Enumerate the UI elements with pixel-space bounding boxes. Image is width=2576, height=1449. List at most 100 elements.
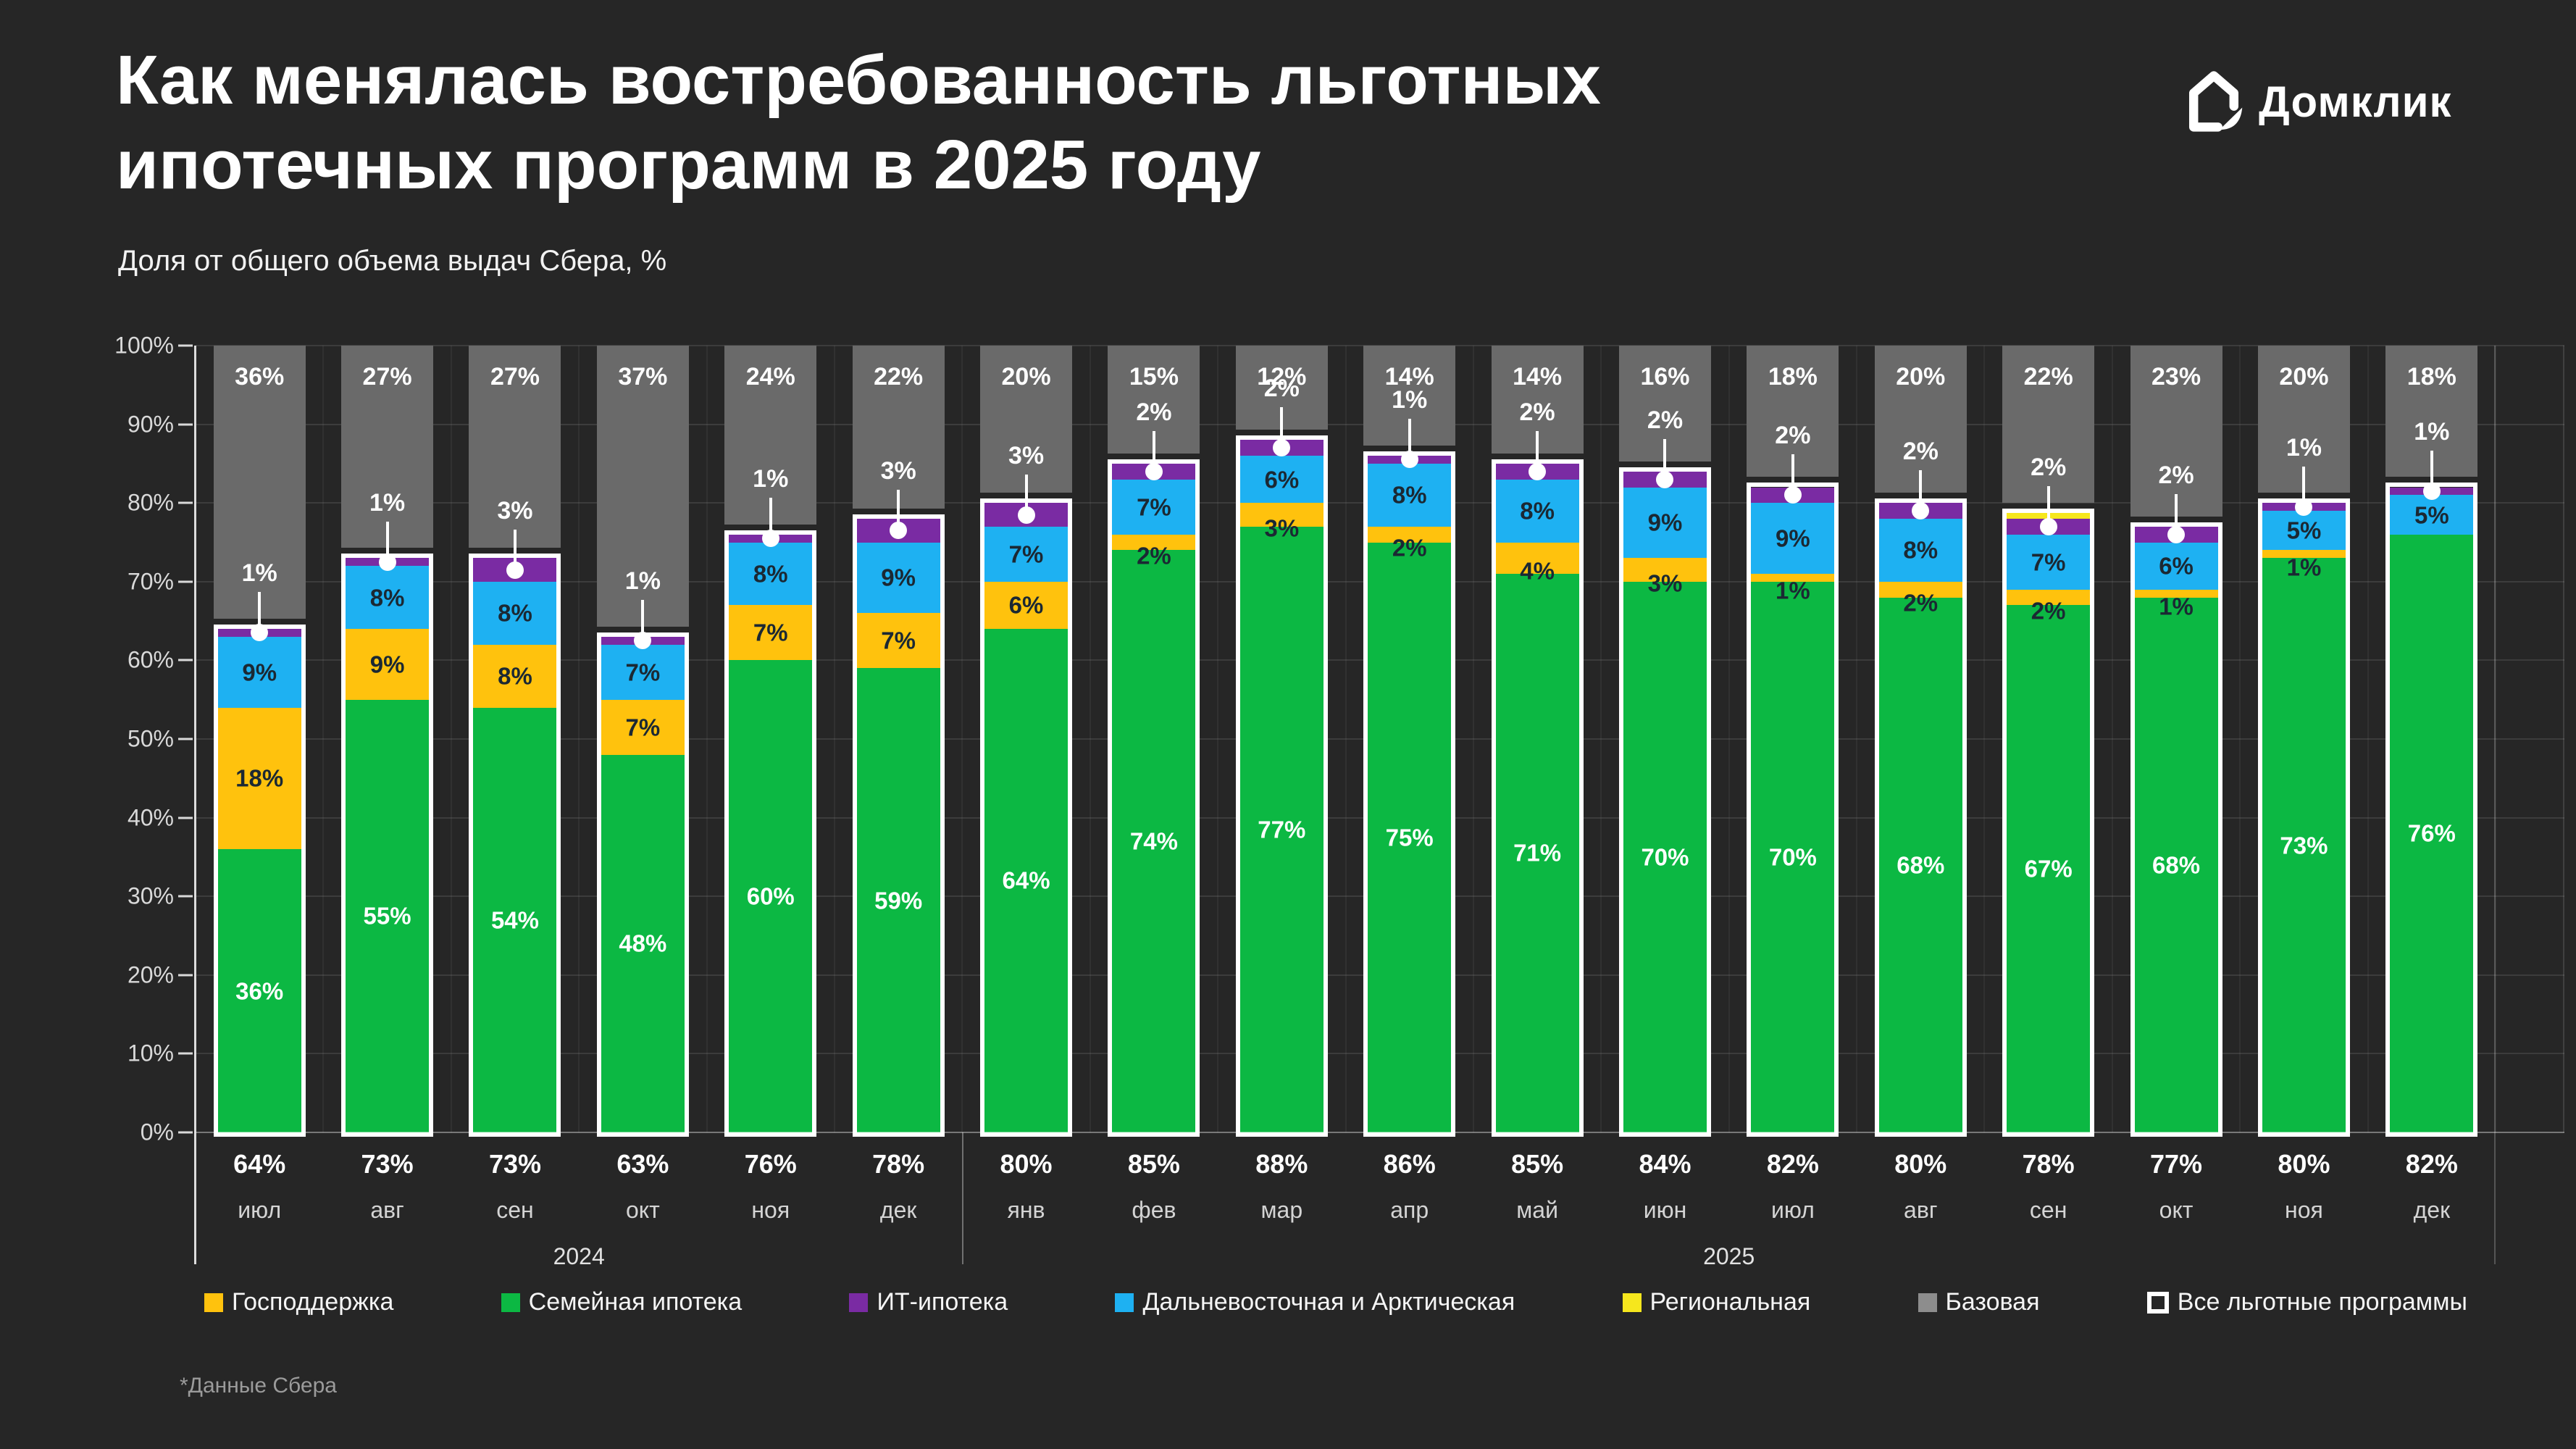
- bar-segment-state: [1878, 581, 1962, 598]
- base-segment-label: 20%: [1896, 363, 1946, 391]
- total-label: 86%: [1383, 1149, 1436, 1179]
- it-callout-line: [1408, 419, 1411, 460]
- it-callout-dot: [634, 632, 652, 650]
- bar-segment-state: [2134, 589, 2218, 598]
- it-callout-dot: [1656, 470, 1674, 488]
- it-callout-dot: [761, 530, 779, 548]
- it-segment-label: 1%: [753, 465, 789, 493]
- bar-segment-state: [1495, 542, 1579, 574]
- segment-label-state: 2%: [1137, 542, 1171, 569]
- bar-segment-fareast: [2134, 542, 2218, 590]
- preferential-programs-outline: 74% 2% 7%: [1108, 459, 1200, 1137]
- bar-segment-state: [1623, 558, 1707, 582]
- total-label: 64%: [233, 1149, 286, 1179]
- bar-segment-fareast: [2262, 511, 2346, 551]
- segment-label-state: 18%: [235, 764, 284, 792]
- legend-label: ИТ-ипотека: [877, 1288, 1008, 1316]
- segment-label-family: 71%: [1513, 839, 1562, 867]
- y-tick-mark: [178, 659, 193, 661]
- legend-swatch-family: [501, 1293, 520, 1312]
- x-axis-baseline: [196, 1132, 2564, 1133]
- it-segment-label: 2%: [1647, 406, 1684, 434]
- preferential-programs-outline: 54% 8% 8%: [469, 554, 561, 1137]
- bar-segment-fareast: [1751, 503, 1835, 574]
- segment-label-fareast: 9%: [881, 564, 916, 591]
- preferential-programs-outline: 70% 1% 9%: [1747, 483, 1839, 1137]
- segment-label-fareast: 9%: [242, 659, 277, 686]
- segment-label-fareast: 8%: [753, 560, 788, 588]
- base-segment-label: 22%: [2023, 363, 2073, 391]
- segment-label-state: 7%: [753, 619, 788, 646]
- y-tick-mark: [178, 580, 193, 583]
- bar-segment-state: [984, 581, 1069, 629]
- bar-column-сен: 27% 3% 54% 8% 8%: [451, 346, 579, 1137]
- it-callout-dot: [2422, 482, 2441, 500]
- bar-segment-state: [1368, 526, 1452, 543]
- legend-label: Базовая: [1945, 1288, 2040, 1316]
- bar-segment-state: [2007, 589, 2091, 606]
- it-callout-line: [641, 600, 645, 641]
- total-label: 63%: [616, 1149, 669, 1179]
- total-label: 82%: [1766, 1149, 1819, 1179]
- segment-label-family: 70%: [1768, 843, 1817, 871]
- segment-label-fareast: 6%: [2159, 552, 2194, 580]
- it-callout-line: [2175, 493, 2178, 535]
- y-tick-label: 0%: [140, 1119, 174, 1145]
- months-row: июл авг сен окт ноя дек янв фев мар апр май июн июл а…: [196, 1197, 2496, 1224]
- segment-label-fareast: 8%: [498, 599, 532, 627]
- bar-column-июл: 18% 2% 70% 1% 9%: [1729, 346, 1857, 1137]
- page-title: Как менялась востребованность льготных и…: [116, 38, 1601, 207]
- bar-segment-base: 14%: [1491, 346, 1584, 454]
- bar-segment-base: 20%: [2257, 346, 2350, 493]
- it-segment-label: 2%: [1775, 422, 1811, 450]
- it-callout-line: [769, 498, 772, 539]
- preferential-programs-outline: 59% 7% 9%: [852, 514, 945, 1137]
- bar-column-май: 14% 2% 71% 4% 8%: [1473, 346, 1601, 1137]
- bar-segment-state: [2262, 550, 2346, 559]
- month-label: дек: [2413, 1197, 2451, 1223]
- it-callout-line: [2430, 450, 2433, 491]
- total-label: 78%: [872, 1149, 925, 1179]
- preferential-programs-outline: 75% 2% 8%: [1363, 451, 1456, 1137]
- year-label-2024: 2024: [553, 1243, 605, 1269]
- segment-label-state: 2%: [2031, 597, 2066, 625]
- segment-label-fareast: 7%: [1008, 540, 1044, 568]
- total-label: 85%: [1127, 1149, 1180, 1179]
- month-label: янв: [1007, 1197, 1045, 1223]
- it-segment-label: 2%: [1263, 375, 1300, 403]
- base-segment-label: 27%: [362, 363, 412, 391]
- bar-segment-family: [729, 660, 813, 1132]
- bar-segment-base: 36%: [213, 346, 306, 619]
- base-segment-label: 18%: [1768, 363, 1818, 391]
- total-label: 73%: [488, 1149, 541, 1179]
- month-label: ноя: [2285, 1197, 2323, 1223]
- plot-right-border: [2563, 346, 2564, 1132]
- it-segment-label: 3%: [497, 496, 533, 525]
- month-label: сен: [2029, 1197, 2067, 1223]
- bar-column-авг: 20% 2% 68% 2% 8%: [1857, 346, 1984, 1137]
- bar-segment-base: 23%: [2130, 346, 2222, 517]
- it-segment-label: 1%: [241, 559, 277, 588]
- legend-label: Региональная: [1649, 1288, 1811, 1316]
- bar-segment-fareast: [1368, 463, 1452, 527]
- base-segment-label: 16%: [1640, 363, 1690, 391]
- bar-segment-base: 12%: [1235, 346, 1328, 430]
- it-segment-label: 1%: [624, 567, 661, 596]
- legend-swatch-base_legend: [1918, 1293, 1937, 1312]
- bar-segment-family: [984, 628, 1069, 1132]
- base-segment-label: 37%: [618, 363, 668, 391]
- preferential-programs-outline: 73% 1% 5%: [2257, 498, 2350, 1137]
- gridline-vertical: [322, 346, 325, 1132]
- segment-label-state: 2%: [1903, 589, 1939, 617]
- y-tick-label: 80%: [127, 489, 174, 516]
- bar-segment-state: [346, 628, 430, 700]
- footnote: *Данные Сбера: [180, 1374, 337, 1398]
- base-segment-label: 12%: [1257, 363, 1307, 391]
- it-callout-dot: [1273, 439, 1291, 457]
- segment-label-state: 1%: [1776, 577, 1810, 604]
- legend-label: Господдержка: [232, 1288, 394, 1316]
- legend: Господдержка Семейная ипотека ИТ-ипотека Да…: [204, 1288, 2467, 1316]
- it-segment-label: 1%: [2286, 433, 2322, 462]
- base-segment-label: 23%: [2151, 363, 2201, 391]
